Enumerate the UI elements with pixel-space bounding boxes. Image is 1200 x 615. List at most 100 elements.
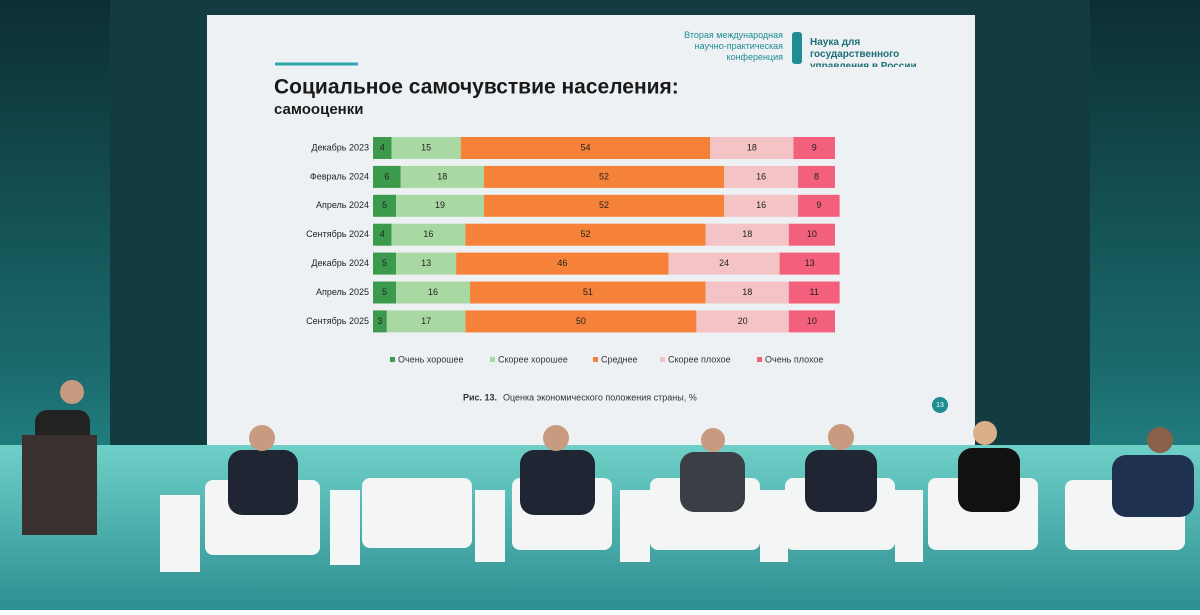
people bbox=[35, 380, 1194, 517]
data-label: 10 bbox=[807, 229, 817, 239]
bar-segment bbox=[460, 137, 711, 159]
data-label: 11 bbox=[810, 287, 819, 297]
data-label: 5 bbox=[382, 258, 387, 268]
data-label: 18 bbox=[742, 287, 752, 297]
data-label: 18 bbox=[747, 142, 757, 152]
legend-label: Скорее плохое bbox=[668, 354, 731, 364]
data-label: 46 bbox=[557, 258, 567, 268]
bar-segment bbox=[400, 165, 484, 188]
data-label: 9 bbox=[816, 200, 821, 210]
data-label: 52 bbox=[599, 200, 609, 210]
legend-label: Среднее bbox=[601, 354, 638, 364]
slide-number-badge bbox=[932, 397, 948, 413]
bar-segment bbox=[465, 310, 697, 333]
data-label: 17 bbox=[421, 316, 431, 326]
bar-segment bbox=[391, 223, 466, 246]
data-label: 8 bbox=[814, 171, 819, 181]
data-label: 3 bbox=[377, 316, 382, 326]
y-tick-label: Сентябрь 2025 bbox=[306, 316, 369, 326]
bar-segment bbox=[396, 194, 484, 217]
data-label: 4 bbox=[380, 142, 385, 152]
data-label: 18 bbox=[742, 229, 752, 239]
data-label: 6 bbox=[384, 171, 389, 181]
bar-segment bbox=[798, 165, 835, 188]
bar-segment bbox=[696, 310, 789, 333]
legend-swatch bbox=[490, 357, 495, 362]
caption: Оценка экономического положения страны, … bbox=[503, 392, 697, 402]
y-tick-label: Апрель 2024 bbox=[316, 200, 369, 210]
bar-segment bbox=[373, 165, 401, 188]
bar-segment bbox=[788, 223, 835, 246]
bar-segment bbox=[373, 252, 397, 275]
bar-segment bbox=[788, 310, 835, 333]
data-label: 24 bbox=[719, 258, 729, 268]
bar-segment bbox=[668, 252, 780, 275]
bar-segment bbox=[396, 252, 457, 275]
legend-label: Очень хорошее bbox=[398, 354, 464, 364]
chart-title: Социальное самочувствие населения: bbox=[274, 76, 679, 99]
bar-segment bbox=[373, 194, 397, 217]
data-label: 9 bbox=[812, 142, 817, 152]
data-label: 51 bbox=[583, 287, 593, 297]
data-label: 16 bbox=[428, 287, 438, 297]
bar-segment bbox=[705, 223, 789, 246]
bar-segment bbox=[483, 194, 725, 217]
bar-segment bbox=[391, 137, 461, 159]
data-label: 18 bbox=[437, 171, 447, 181]
data-label: 13 bbox=[421, 258, 431, 268]
data-label: 10 bbox=[807, 316, 817, 326]
conference-name: Вторая международная научно-практическая… bbox=[684, 30, 783, 62]
chart-subtitle: самооценки bbox=[274, 101, 363, 118]
data-label: 5 bbox=[382, 287, 387, 297]
data-label: 54 bbox=[581, 142, 591, 152]
bar-segment bbox=[710, 137, 794, 159]
data-label: 20 bbox=[738, 316, 748, 326]
data-label: 5 bbox=[382, 200, 387, 210]
data-label: 4 bbox=[380, 229, 385, 239]
y-tick-label: Сентябрь 2024 bbox=[306, 229, 369, 239]
bar-segment bbox=[465, 223, 706, 246]
bar-segment bbox=[483, 165, 725, 188]
bar-segment bbox=[724, 165, 799, 188]
bar-segment bbox=[470, 281, 706, 304]
data-label: 52 bbox=[599, 171, 609, 181]
data-label: 13 bbox=[805, 258, 815, 268]
bar-segment bbox=[373, 137, 392, 159]
brand-box: Наука для государственного управления в … bbox=[810, 37, 917, 67]
bar-segment bbox=[779, 252, 840, 275]
data-label: 52 bbox=[581, 229, 591, 239]
y-tick-label: Апрель 2025 bbox=[316, 287, 369, 297]
y-tick-label: Февраль 2024 bbox=[310, 171, 369, 181]
bar-segment bbox=[798, 194, 840, 217]
bar-segment bbox=[373, 310, 387, 333]
caption-label: Рис. 13. bbox=[463, 392, 497, 402]
data-label: 16 bbox=[756, 200, 766, 210]
legend-swatch bbox=[757, 357, 762, 362]
data-label: 19 bbox=[435, 200, 445, 210]
bar-segment bbox=[788, 281, 840, 304]
data-label: 50 bbox=[576, 316, 586, 326]
data-label: 15 bbox=[421, 142, 431, 152]
legend-swatch bbox=[660, 357, 665, 362]
bar-segment bbox=[724, 194, 799, 217]
legend-label: Очень плохое bbox=[765, 354, 823, 364]
bar-segment bbox=[396, 281, 471, 304]
conference-name-box: Вторая международная научно-практическая… bbox=[684, 30, 783, 62]
bar-segment bbox=[705, 281, 789, 304]
data-label: 16 bbox=[756, 171, 766, 181]
bar-segment bbox=[373, 223, 392, 246]
y-tick-label: Декабрь 2024 bbox=[311, 258, 369, 268]
legend-swatch bbox=[390, 357, 395, 362]
legend-swatch bbox=[593, 357, 598, 362]
brand: Наука для государственного управления в … bbox=[810, 37, 917, 67]
logo bbox=[792, 32, 802, 64]
bar-segment bbox=[793, 137, 835, 159]
bar-segment bbox=[386, 310, 466, 333]
slide-number: 13 bbox=[936, 402, 944, 409]
bar-segment bbox=[456, 252, 669, 275]
legend-label: Скорее хорошее bbox=[498, 354, 568, 364]
bar-segment bbox=[373, 281, 397, 304]
podium bbox=[22, 435, 97, 535]
